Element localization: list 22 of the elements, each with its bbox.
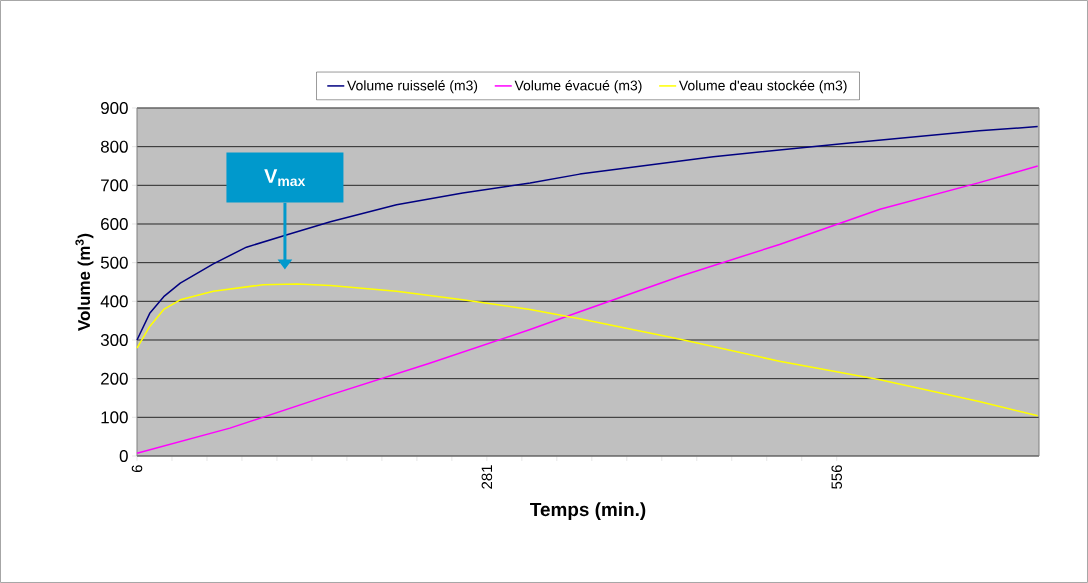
- legend-label: Volume ruisselé (m3): [347, 80, 478, 94]
- y-axis-title: Volume (m$^{3}$): [75, 233, 94, 331]
- y-tick-label: 700: [101, 179, 128, 192]
- legend-label: Volume d'eau stockée (m3): [678, 80, 847, 94]
- y-tick-label: 900: [101, 102, 128, 114]
- line-series: [136, 165, 1039, 455]
- y-tick-label: 400: [100, 295, 128, 308]
- y-tick-label: 100: [101, 411, 128, 424]
- y-tick-label: 0: [119, 449, 128, 462]
- x-tick-label: 6: [131, 465, 143, 473]
- x-tick-label: 556: [831, 465, 843, 489]
- line-series: [136, 125, 1039, 341]
- x-axis-title: Temps (min.): [530, 502, 646, 520]
- y-tick-label: 200: [101, 372, 128, 385]
- y-tick-label: 800: [100, 140, 128, 153]
- y-tick-label: 600: [101, 218, 128, 230]
- y-tick-label: 300: [100, 333, 128, 346]
- line-series: [136, 283, 1039, 417]
- y-tick-label: 500: [100, 256, 128, 269]
- annotation: V$_{max}$: [264, 169, 306, 187]
- legend-label: Volume évacué (m3): [514, 80, 642, 94]
- x-tick-label: 281: [481, 465, 493, 489]
